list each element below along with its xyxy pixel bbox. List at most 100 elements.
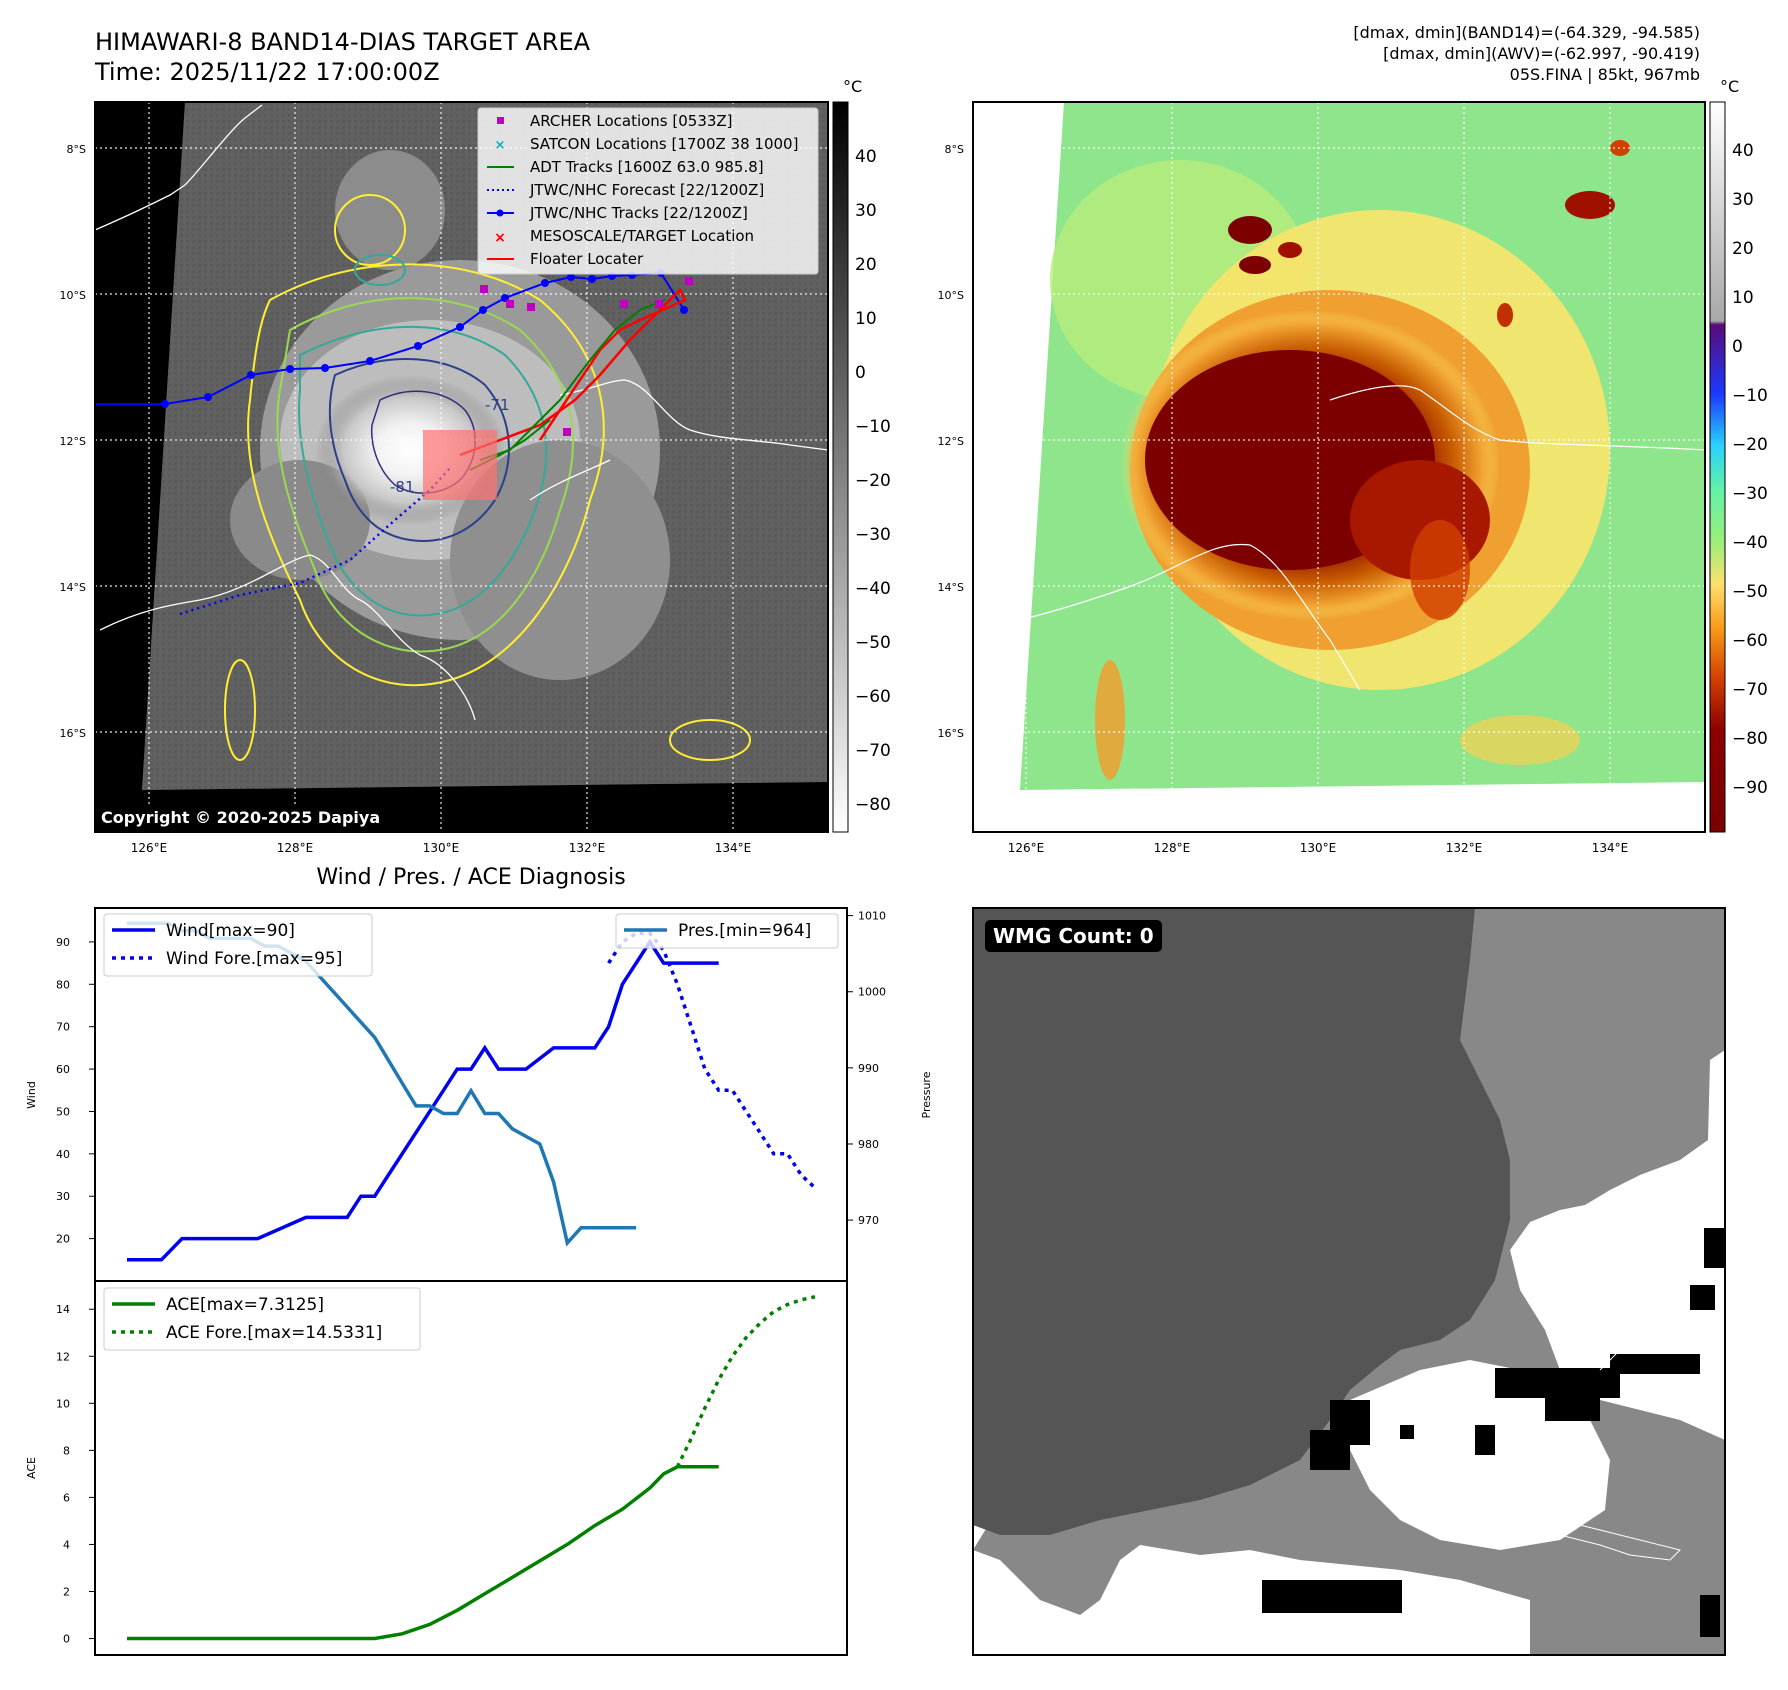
lon-labels-b: 126°E 128°E 130°E 132°E 134°E: [1008, 841, 1629, 855]
copyright-badge: Copyright © 2020-2025 Dapiya: [95, 805, 387, 830]
legend-label: ACE Fore.[max=14.5331]: [166, 1323, 382, 1343]
svg-text:−50: −50: [855, 633, 891, 653]
chart-time: Time: 2025/11/22 17:00:00Z: [94, 58, 440, 86]
lat-labels-a: 8°S 10°S 12°S 14°S 16°S: [60, 143, 86, 740]
svg-text:−80: −80: [1732, 729, 1768, 749]
legend-label: JTWC/NHC Forecast [22/1200Z]: [529, 181, 764, 199]
svg-text:12°S: 12°S: [938, 435, 964, 448]
svg-text:8°S: 8°S: [945, 143, 964, 156]
y-right-tick-label: 980: [858, 1138, 879, 1151]
colorbar-gray-ticks: 40 30 20 10 0 −10 −20 −30 −40 −50 −60 −7…: [855, 147, 891, 815]
y-tick-label: 8: [63, 1444, 70, 1457]
series-line-wind: [127, 938, 719, 1262]
y-tick-label: 14: [56, 1303, 70, 1316]
jtwc-track-points: [161, 269, 688, 408]
legend-label: Pres.[min=964]: [678, 921, 811, 941]
legend-label: Wind Fore.[max=95]: [166, 949, 342, 969]
legend-label: ACE[max=7.3125]: [166, 1295, 324, 1315]
y-tick-label: 40: [56, 1148, 70, 1161]
chart-title: HIMAWARI-8 BAND14-DIAS TARGET AREA: [95, 28, 591, 56]
ace-legend: ACE[max=7.3125] ACE Fore.[max=14.5331]: [103, 1287, 421, 1351]
svg-text:0: 0: [1732, 337, 1743, 357]
y-tick-label: 70: [56, 1021, 70, 1034]
legend-label: JTWC/NHC Tracks [22/1200Z]: [529, 204, 748, 222]
svg-text:−80: −80: [855, 795, 891, 815]
pressure-legend: Pres.[min=964]: [615, 913, 839, 949]
svg-text:132°E: 132°E: [569, 841, 606, 855]
y-tick-label: 6: [63, 1491, 70, 1504]
svg-text:40: 40: [855, 147, 877, 167]
svg-text:132°E: 132°E: [1446, 841, 1483, 855]
stats-line-2: [dmax, dmin](AWV)=(-62.997, -90.419): [1383, 44, 1700, 63]
color-ir-map-panel: °C 40 30 20 10 0 −10 −20 −30 −40 −50 −60…: [938, 77, 1768, 855]
svg-text:−60: −60: [855, 687, 891, 707]
stats-line-1: [dmax, dmin](BAND14)=(-64.329, -94.585): [1353, 23, 1700, 42]
svg-text:20: 20: [855, 255, 877, 275]
svg-text:−90: −90: [1732, 778, 1768, 798]
legend-marker-archer: [497, 117, 504, 124]
contour-navy: [328, 358, 510, 542]
y-right-tick-label: 990: [858, 1062, 879, 1075]
legend-label: ARCHER Locations [0533Z]: [530, 112, 733, 130]
wmg-count-badge: WMG Count: 0: [985, 920, 1162, 952]
colorbar-unit: °C: [843, 77, 862, 96]
svg-text:−50: −50: [1732, 582, 1768, 602]
contour-label: -81: [390, 478, 415, 496]
legend-marker-target: ×: [494, 230, 506, 246]
y-tick-label: 12: [56, 1350, 70, 1363]
legend-label: ADT Tracks [1600Z 63.0 985.8]: [530, 158, 764, 176]
svg-text:134°E: 134°E: [715, 841, 752, 855]
svg-text:−30: −30: [1732, 484, 1768, 504]
svg-text:−40: −40: [855, 579, 891, 599]
svg-text:10: 10: [1732, 288, 1754, 308]
contour-yellow: [247, 263, 605, 687]
svg-text:0: 0: [855, 363, 866, 383]
y-tick-label: 2: [63, 1585, 70, 1598]
floater-track: [459, 287, 687, 457]
track-legend: ARCHER Locations [0533Z] × SATCON Locati…: [477, 107, 819, 275]
svg-text:10: 10: [855, 309, 877, 329]
lat-labels-b: 8°S 10°S 12°S 14°S 16°S: [938, 143, 964, 740]
y-tick-label: 30: [56, 1190, 70, 1203]
legend-label: SATCON Locations [1700Z 38 1000]: [530, 135, 798, 153]
svg-text:12°S: 12°S: [60, 435, 86, 448]
series-line-ace-fore-: [675, 1295, 816, 1468]
svg-text:128°E: 128°E: [277, 841, 314, 855]
svg-text:14°S: 14°S: [60, 581, 86, 594]
svg-text:20: 20: [1732, 239, 1754, 259]
svg-text:30: 30: [1732, 190, 1754, 210]
stats-line-3: 05S.FINA | 85kt, 967mb: [1510, 65, 1700, 84]
colorbar-unit: °C: [1720, 77, 1739, 96]
wmg-dark-region: [973, 908, 1510, 1535]
series-line-ace: [127, 1465, 719, 1641]
svg-text:40: 40: [1732, 141, 1754, 161]
svg-text:14°S: 14°S: [938, 581, 964, 594]
contour-label: -71: [485, 396, 510, 414]
y-tick-label: 4: [63, 1538, 70, 1551]
colorbar-color: [1709, 101, 1726, 833]
svg-text:130°E: 130°E: [423, 841, 460, 855]
lon-labels-a: 126°E 128°E 130°E 132°E 134°E: [131, 841, 752, 855]
y-right-tick-label: 1000: [858, 986, 886, 999]
y-tick-label: 10: [56, 1397, 70, 1410]
contour-teal: [298, 325, 548, 617]
svg-text:−40: −40: [1732, 533, 1768, 553]
pressure-axis-label: Pressure: [920, 1071, 933, 1118]
coastline: [95, 104, 263, 231]
y-tick-label: 90: [56, 936, 70, 949]
ace-chart: 0 2 4 6 8 10 12 14 ACE ACE[max=7.3125] ACE Fore…: [25, 1280, 848, 1656]
legend-label: Floater Locater: [530, 250, 644, 268]
svg-text:8°S: 8°S: [67, 143, 86, 156]
svg-text:−30: −30: [855, 525, 891, 545]
y-tick-label: 50: [56, 1105, 70, 1118]
legend-label: Wind[max=90]: [166, 921, 295, 941]
svg-text:126°E: 126°E: [131, 841, 168, 855]
wind-legend: Wind[max=90] Wind Fore.[max=95]: [103, 913, 373, 977]
archer-points: [480, 277, 693, 436]
svg-text:10°S: 10°S: [938, 289, 964, 302]
ir-map-panel: -81 -71: [60, 77, 891, 855]
mesoscale-target-box: [423, 430, 497, 500]
y-tick-label: 60: [56, 1063, 70, 1076]
y-right-tick-label: 970: [858, 1214, 879, 1227]
